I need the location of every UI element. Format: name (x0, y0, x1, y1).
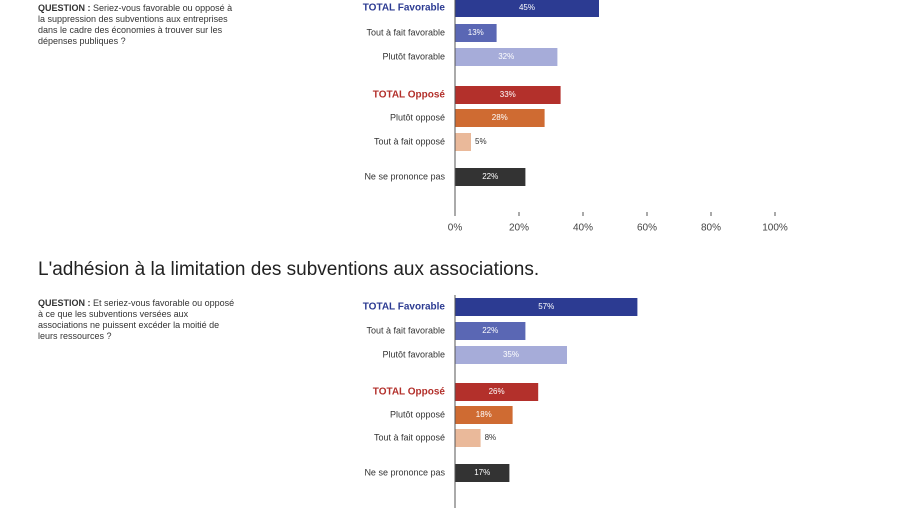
bar (455, 322, 526, 340)
question-text: Seriez-vous favorable ou opposé à la sup… (38, 3, 233, 46)
value-label: 18% (476, 410, 492, 419)
question-label: QUESTION : (38, 3, 91, 13)
value-label: 5% (475, 137, 487, 146)
value-label: 26% (489, 387, 505, 396)
x-tick-label: 80% (701, 223, 721, 234)
bar (455, 0, 599, 17)
bar (455, 168, 526, 186)
category-label: Tout à fait favorable (366, 325, 445, 335)
bar (455, 133, 471, 151)
question-label: QUESTION : (38, 298, 91, 308)
bar (455, 383, 539, 401)
value-label: 13% (468, 28, 484, 37)
value-label: 22% (482, 326, 498, 335)
bar (455, 406, 513, 424)
category-label: TOTAL Favorable (363, 3, 446, 14)
category-label: Plutôt favorable (382, 349, 445, 359)
value-label: 35% (503, 350, 519, 359)
category-label: TOTAL Favorable (363, 302, 446, 313)
category-label: Tout à fait opposé (374, 432, 445, 442)
bar (455, 48, 558, 66)
value-label: 17% (474, 468, 490, 477)
category-label: TOTAL Opposé (373, 90, 446, 101)
x-tick-label: 60% (637, 223, 657, 234)
bar (455, 298, 638, 316)
value-label: 45% (519, 3, 535, 12)
bar (455, 429, 481, 447)
value-label: 28% (492, 113, 508, 122)
bar (455, 346, 567, 364)
x-tick-label: 100% (762, 223, 788, 234)
category-label: Plutôt favorable (382, 51, 445, 61)
value-label: 32% (498, 52, 514, 61)
value-label: 8% (485, 433, 497, 442)
value-label: 33% (500, 90, 516, 99)
x-tick-label: 40% (573, 223, 593, 234)
category-label: Ne se prononce pas (364, 171, 445, 181)
category-label: Tout à fait opposé (374, 136, 445, 146)
question: QUESTION : Seriez-vous favorable ou oppo… (38, 3, 238, 47)
chart-title: L'adhésion à la limitation des subventio… (38, 259, 539, 280)
category-label: Plutôt opposé (390, 409, 445, 419)
category-label: TOTAL Opposé (373, 387, 446, 398)
question: QUESTION : Et seriez-vous favorable ou o… (38, 298, 238, 342)
category-label: Plutôt opposé (390, 112, 445, 122)
x-tick-label: 20% (509, 223, 529, 234)
bar (455, 109, 545, 127)
value-label: 22% (482, 172, 498, 181)
bar (455, 24, 497, 42)
category-label: Ne se prononce pas (364, 467, 445, 477)
bar (455, 86, 561, 104)
question-text: Et seriez-vous favorable ou opposé à ce … (38, 298, 235, 341)
bar (455, 464, 510, 482)
x-tick-label: 0% (448, 223, 463, 234)
category-label: Tout à fait favorable (366, 27, 445, 37)
value-label: 57% (538, 302, 554, 311)
